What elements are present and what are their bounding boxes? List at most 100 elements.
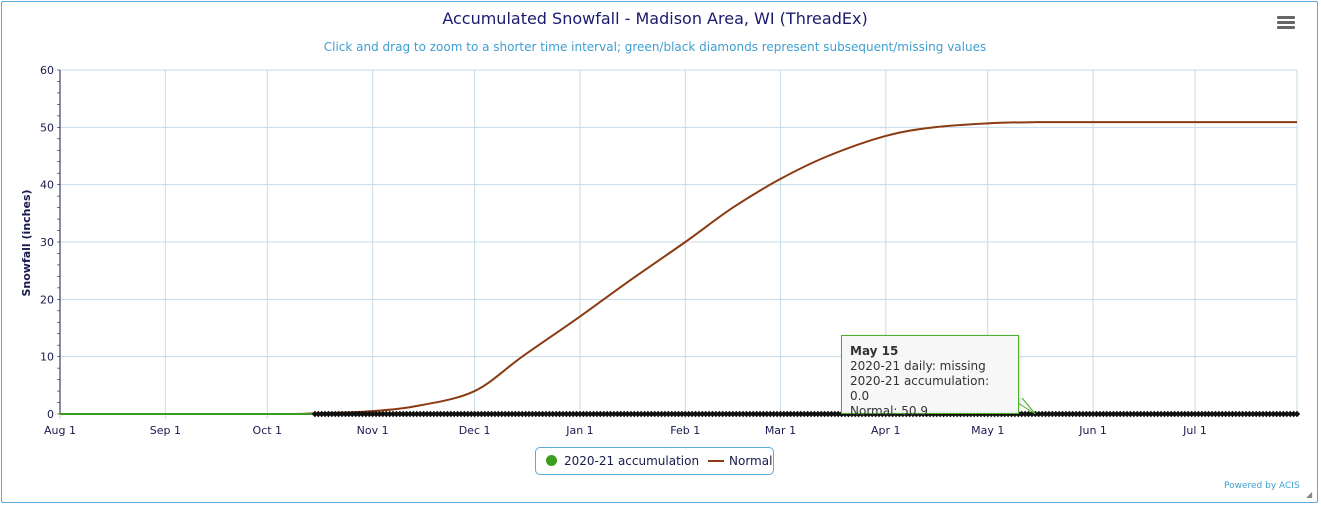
missing-diamond xyxy=(447,410,455,418)
missing-diamond xyxy=(1011,410,1019,418)
missing-diamond xyxy=(607,410,614,418)
missing-diamond xyxy=(1208,410,1216,418)
missing-diamond xyxy=(685,410,692,418)
missing-diamond xyxy=(1164,410,1172,418)
x-tick-label: Feb 1 xyxy=(670,424,700,437)
missing-diamond xyxy=(315,410,322,418)
missing-diamond xyxy=(831,410,839,418)
missing-diamond xyxy=(1229,410,1236,418)
missing-diamond xyxy=(746,410,754,418)
missing-diamond xyxy=(733,410,740,418)
y-tick-label: 40 xyxy=(40,179,54,192)
missing-diamond xyxy=(1212,410,1219,418)
x-tick-label: Mar 1 xyxy=(765,424,796,437)
missing-diamond xyxy=(1072,410,1080,418)
missing-diamond xyxy=(1062,410,1070,418)
missing-diamond xyxy=(648,410,655,418)
missing-diamond xyxy=(1215,410,1223,418)
missing-diamond xyxy=(654,410,662,418)
missing-diamond xyxy=(957,410,964,418)
missing-diamond xyxy=(318,410,325,418)
missing-diamond xyxy=(400,410,407,418)
missing-diamond xyxy=(760,410,767,418)
missing-diamond xyxy=(1045,410,1053,418)
missing-diamond xyxy=(794,410,801,418)
x-tick-label: Oct 1 xyxy=(253,424,283,437)
missing-diamond xyxy=(1236,410,1243,418)
missing-diamond xyxy=(522,410,529,418)
missing-diamond xyxy=(1117,410,1124,418)
missing-diamond xyxy=(1161,410,1168,418)
y-tick-label: 20 xyxy=(40,293,54,306)
missing-diamond xyxy=(797,410,805,418)
missing-diamond xyxy=(661,410,669,418)
missing-diamond xyxy=(1151,410,1158,418)
missing-diamond xyxy=(641,410,648,418)
missing-diamond xyxy=(1154,410,1161,418)
missing-diamond xyxy=(403,410,410,418)
missing-diamond xyxy=(722,410,730,418)
y-tick-label: 10 xyxy=(40,351,54,364)
missing-diamond xyxy=(702,410,709,418)
missing-diamond xyxy=(712,410,720,418)
missing-diamond xyxy=(1191,410,1199,418)
missing-diamond xyxy=(518,410,526,418)
missing-diamond xyxy=(1066,410,1073,418)
credits-link[interactable]: Powered by ACIS xyxy=(1224,481,1300,491)
missing-diamond xyxy=(1242,410,1250,418)
missing-diamond xyxy=(1249,410,1257,418)
resize-handle-icon[interactable]: ◢ xyxy=(1306,490,1313,499)
missing-diamond xyxy=(1035,410,1042,418)
missing-diamond xyxy=(624,410,631,418)
missing-diamond xyxy=(770,410,777,418)
missing-diamond xyxy=(515,410,522,418)
legend-item-normal[interactable]: Normal xyxy=(708,454,772,468)
missing-diamond xyxy=(620,410,628,418)
missing-diamond xyxy=(539,410,546,418)
missing-diamond xyxy=(488,410,495,418)
missing-diamond xyxy=(1130,410,1138,418)
missing-diamond xyxy=(1123,410,1131,418)
missing-diamond xyxy=(512,410,519,418)
missing-diamond xyxy=(325,410,332,418)
missing-diamond xyxy=(801,410,808,418)
missing-diamond xyxy=(610,410,618,418)
missing-diamond xyxy=(634,410,641,418)
missing-diamond xyxy=(563,410,570,418)
missing-diamond xyxy=(739,410,747,418)
missing-diamond xyxy=(366,410,373,418)
missing-diamond xyxy=(777,410,784,418)
missing-diamond xyxy=(967,410,974,418)
legend-label-accumulation: 2020-21 accumulation xyxy=(564,454,700,468)
missing-diamond xyxy=(753,410,760,418)
missing-diamond xyxy=(525,410,533,418)
missing-diamond xyxy=(505,410,512,418)
x-tick-label: Dec 1 xyxy=(459,424,491,437)
missing-diamond xyxy=(671,410,679,418)
missing-diamond xyxy=(756,410,764,418)
missing-diamond xyxy=(678,410,686,418)
legend-item-accumulation[interactable]: 2020-21 accumulation xyxy=(546,454,699,468)
missing-diamond xyxy=(977,410,985,418)
missing-diamond xyxy=(1038,410,1046,418)
missing-diamond xyxy=(383,410,390,418)
missing-diamond xyxy=(1093,410,1100,418)
missing-diamond xyxy=(1168,410,1175,418)
missing-diamond xyxy=(828,410,835,418)
legend-dot-icon xyxy=(546,455,557,466)
missing-diamond xyxy=(1283,410,1291,418)
missing-diamond xyxy=(1188,410,1195,418)
missing-diamond xyxy=(1280,410,1287,418)
missing-diamond xyxy=(1110,410,1117,418)
missing-diamond xyxy=(410,410,417,418)
missing-diamond xyxy=(335,410,342,418)
hamburger-menu-icon[interactable] xyxy=(1274,14,1298,36)
missing-diamond xyxy=(1079,410,1087,418)
missing-diamond xyxy=(838,410,845,418)
missing-diamond xyxy=(552,410,560,418)
missing-diamond xyxy=(495,410,502,418)
missing-diamond xyxy=(637,410,645,418)
tooltip-daily: 2020-21 daily: missing xyxy=(850,359,986,373)
missing-diamond xyxy=(865,410,873,418)
